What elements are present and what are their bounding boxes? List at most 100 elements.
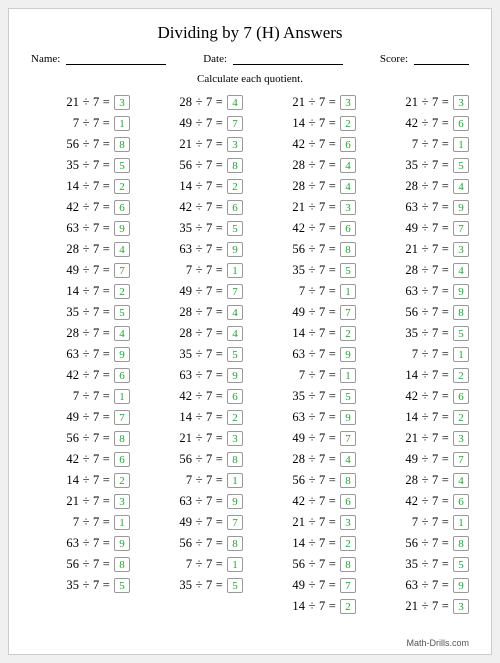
expression: 35 ÷ 7 = — [66, 305, 110, 320]
problem-cell: 14 ÷ 7 =2 — [31, 177, 130, 196]
expression: 63 ÷ 7 = — [292, 347, 336, 362]
answer-value: 6 — [458, 118, 464, 130]
expression: 21 ÷ 7 = — [179, 431, 223, 446]
answer-value: 1 — [458, 139, 464, 151]
answer-box: 5 — [340, 263, 356, 278]
expression: 56 ÷ 7 = — [66, 557, 110, 572]
page-title: Dividing by 7 (H) Answers — [31, 23, 469, 43]
answer-value: 7 — [232, 517, 238, 529]
problem-cell: 7 ÷ 7 =1 — [257, 282, 356, 301]
answer-box: 5 — [114, 305, 130, 320]
answer-value: 3 — [458, 601, 464, 613]
expression: 42 ÷ 7 = — [405, 494, 449, 509]
expression: 42 ÷ 7 = — [405, 116, 449, 131]
answer-box: 5 — [453, 326, 469, 341]
expression: 42 ÷ 7 = — [405, 389, 449, 404]
problem-cell: 14 ÷ 7 =2 — [31, 471, 130, 490]
problem-cell: 14 ÷ 7 =2 — [257, 597, 356, 616]
answer-value: 1 — [119, 391, 125, 403]
expression: 42 ÷ 7 = — [292, 221, 336, 236]
problem-cell: 21 ÷ 7 =3 — [31, 93, 130, 112]
answer-box: 6 — [227, 200, 243, 215]
problem-cell: 28 ÷ 7 =4 — [144, 324, 243, 343]
answer-box: 8 — [114, 431, 130, 446]
answer-box: 8 — [227, 158, 243, 173]
answer-value: 8 — [345, 244, 351, 256]
problem-cell: 49 ÷ 7 =7 — [370, 450, 469, 469]
answer-box: 6 — [453, 494, 469, 509]
expression: 56 ÷ 7 = — [179, 536, 223, 551]
answer-value: 9 — [232, 496, 238, 508]
answer-box: 4 — [453, 473, 469, 488]
worksheet-page: Dividing by 7 (H) Answers Name: Date: Sc… — [8, 8, 492, 655]
problem-cell: 28 ÷ 7 =4 — [257, 177, 356, 196]
expression: 35 ÷ 7 = — [66, 158, 110, 173]
answer-box: 1 — [114, 116, 130, 131]
problem-cell: 7 ÷ 7 =1 — [144, 555, 243, 574]
answer-box: 6 — [340, 221, 356, 236]
expression: 21 ÷ 7 = — [66, 95, 110, 110]
answer-value: 2 — [345, 328, 351, 340]
answer-box: 2 — [340, 536, 356, 551]
answer-value: 4 — [458, 181, 464, 193]
problem-cell: 35 ÷ 7 =5 — [144, 345, 243, 364]
answer-value: 2 — [232, 181, 238, 193]
answer-value: 3 — [458, 97, 464, 109]
expression: 7 ÷ 7 = — [412, 347, 449, 362]
expression: 63 ÷ 7 = — [405, 578, 449, 593]
answer-box: 7 — [114, 410, 130, 425]
answer-value: 8 — [232, 538, 238, 550]
expression: 63 ÷ 7 = — [405, 200, 449, 215]
answer-value: 7 — [119, 265, 125, 277]
answer-box: 3 — [340, 95, 356, 110]
answer-value: 1 — [345, 370, 351, 382]
answer-value: 6 — [345, 139, 351, 151]
problem-cell: 14 ÷ 7 =2 — [257, 114, 356, 133]
answer-value: 4 — [119, 244, 125, 256]
answer-value: 9 — [458, 202, 464, 214]
answer-value: 4 — [232, 97, 238, 109]
answer-value: 8 — [119, 559, 125, 571]
expression: 63 ÷ 7 = — [179, 494, 223, 509]
problem-cell: 49 ÷ 7 =7 — [257, 576, 356, 595]
answer-box: 2 — [453, 410, 469, 425]
answer-box: 1 — [114, 515, 130, 530]
answer-value: 7 — [232, 118, 238, 130]
answer-box: 1 — [453, 347, 469, 362]
answer-box: 6 — [340, 494, 356, 509]
problem-cell: 56 ÷ 7 = 8 — [31, 555, 130, 574]
answer-value: 6 — [345, 496, 351, 508]
answer-value: 8 — [232, 454, 238, 466]
problem-cell: 49 ÷ 7 = 7 — [31, 261, 130, 280]
answer-box: 5 — [340, 389, 356, 404]
problem-cell: 7 ÷ 7 = 1 — [370, 345, 469, 364]
answer-box: 4 — [340, 452, 356, 467]
name-label: Name: — [31, 53, 60, 65]
answer-value: 2 — [345, 538, 351, 550]
expression: 49 ÷ 7 = — [66, 263, 110, 278]
answer-value: 4 — [232, 328, 238, 340]
answer-value: 8 — [232, 160, 238, 172]
expression: 63 ÷ 7 = — [179, 368, 223, 383]
expression: 21 ÷ 7 = — [292, 515, 336, 530]
problem-cell: 56 ÷ 7 =8 — [31, 429, 130, 448]
expression: 14 ÷ 7 = — [405, 410, 449, 425]
expression: 7 ÷ 7 = — [186, 557, 223, 572]
problem-cell: 63 ÷ 7 =9 — [31, 345, 130, 364]
answer-box: 7 — [227, 284, 243, 299]
date-line — [233, 53, 343, 65]
answer-box: 2 — [227, 179, 243, 194]
answer-box: 6 — [340, 137, 356, 152]
answer-value: 7 — [119, 412, 125, 424]
expression: 56 ÷ 7 = — [405, 305, 449, 320]
answer-box: 8 — [453, 305, 469, 320]
answer-box: 5 — [114, 578, 130, 593]
problem-cell: 14 ÷ 7 = 2 — [370, 408, 469, 427]
answer-value: 5 — [458, 328, 464, 340]
expression: 21 ÷ 7 = — [292, 200, 336, 215]
problem-cell: 63 ÷ 7 =9 — [257, 408, 356, 427]
problem-cell: 21 ÷ 7 =3 — [370, 93, 469, 112]
answer-box: 9 — [114, 347, 130, 362]
answer-box: 3 — [340, 200, 356, 215]
expression: 42 ÷ 7 = — [66, 200, 110, 215]
